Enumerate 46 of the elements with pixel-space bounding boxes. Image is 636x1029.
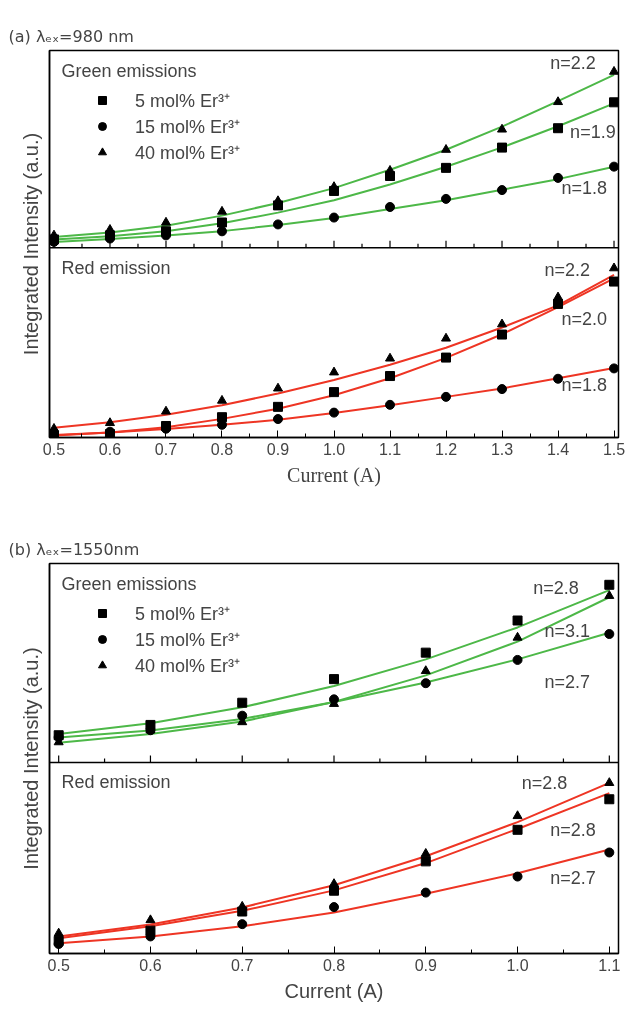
annotation: n=3.1	[544, 620, 591, 641]
x-tick-label: 0.9	[266, 440, 290, 458]
chart-subtitle: Green emissions	[61, 60, 197, 81]
chart-title: (a) λₑₓ=980 nm	[8, 26, 134, 46]
y-axis-title: Integrated Intensity (a.u.)	[19, 132, 42, 356]
x-axis-title: Current (A)	[287, 463, 381, 487]
chart-subtitle: Green emissions	[61, 573, 197, 594]
annotation: n=2.8	[521, 772, 568, 793]
x-tick-label: 1.1	[378, 440, 402, 458]
annotation: n=2.2	[544, 259, 591, 280]
x-tick-label: 0.8	[322, 956, 346, 974]
legend-label: 40 mol% Er³⁺	[135, 655, 241, 677]
x-tick-label: 1.5	[602, 440, 626, 458]
x-tick-label: 0.5	[47, 956, 70, 974]
x-tick-label: 1.3	[490, 440, 514, 458]
chart-title: Red emission	[61, 257, 171, 278]
annotation: n=2.7	[550, 868, 596, 889]
x-tick-label: 0.8	[210, 440, 234, 458]
annotation: n=2.7	[544, 672, 591, 693]
annotation: n=2.8	[533, 578, 579, 599]
annotation: n=2.0	[561, 308, 608, 329]
legend-label: 15 mol% Er³⁺	[135, 629, 241, 651]
x-tick-label: 0.9	[414, 956, 437, 974]
x-tick-label: 0.7	[154, 440, 178, 458]
annotation: n=2.8	[550, 819, 596, 840]
legend-label: 5 mol% Er³⁺	[135, 90, 231, 112]
x-tick-label: 0.6	[139, 956, 162, 974]
legend-label: 5 mol% Er³⁺	[135, 603, 231, 625]
legend-label: 15 mol% Er³⁺	[135, 116, 241, 138]
y-axis-title: Integrated Intensity (a.u.)	[19, 647, 42, 870]
x-tick-label: 1.0	[506, 956, 529, 974]
x-axis-title: Current (A)	[284, 979, 384, 1002]
annotation: n=1.8	[561, 375, 608, 396]
annotation: n=1.9	[570, 121, 616, 142]
x-tick-label: 1.0	[322, 440, 346, 458]
annotation: n=2.2	[550, 52, 596, 73]
x-tick-label: 0.7	[231, 956, 254, 974]
x-tick-label: 1.4	[546, 440, 570, 458]
chart-title: (b) λₑₓ=1550nm	[8, 539, 140, 559]
legend-label: 40 mol% Er³⁺	[135, 142, 241, 164]
x-tick-label: 0.5	[42, 440, 66, 458]
x-tick-label: 0.6	[98, 440, 122, 458]
chart-title: Red emission	[61, 772, 171, 793]
annotation: n=1.8	[561, 177, 608, 198]
x-tick-label: 1.1	[598, 956, 621, 974]
x-tick-label: 1.2	[434, 440, 458, 458]
